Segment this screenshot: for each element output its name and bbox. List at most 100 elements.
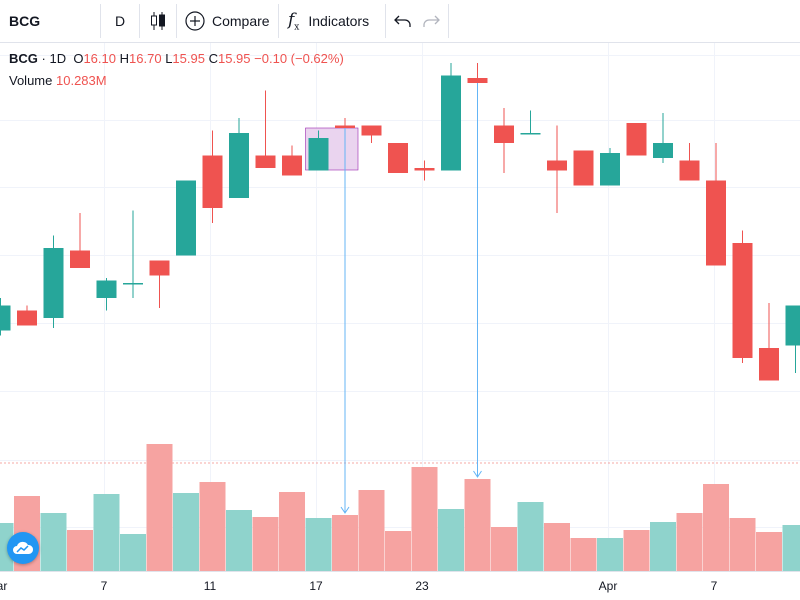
- volume-bar: [464, 479, 491, 571]
- candle-body: [176, 180, 196, 256]
- symbol-text: BCG: [9, 13, 41, 29]
- candle: [653, 113, 673, 163]
- candle: [17, 305, 37, 326]
- chart-type-button[interactable]: [140, 0, 176, 42]
- candle: [706, 143, 726, 266]
- volume-bar: [279, 492, 305, 571]
- compare-button[interactable]: Compare: [184, 0, 274, 42]
- candle: [414, 160, 435, 181]
- arrow: [473, 83, 482, 478]
- arrow-layer: [340, 83, 482, 514]
- candle-body: [732, 243, 753, 358]
- volume-label: Volume: [9, 73, 53, 88]
- candle: [520, 110, 541, 135]
- candle-body: [679, 160, 700, 181]
- candle-body: [361, 125, 382, 136]
- add-circle-icon: [185, 11, 205, 31]
- candle-body: [282, 155, 302, 176]
- change-value: −0.10 (−0.62%): [254, 51, 344, 66]
- volume-bar: [623, 530, 650, 571]
- close-value: 15.95: [217, 51, 251, 66]
- volume-bar: [332, 515, 358, 571]
- volume-bar: [67, 530, 93, 571]
- price-chart[interactable]: ar 7 11 17 23 Apr 7: [0, 43, 800, 600]
- candle: [43, 235, 64, 328]
- candle-body: [17, 310, 37, 326]
- top-toolbar: BCG D Compare fx Indicators: [0, 0, 800, 43]
- candle-body: [255, 155, 276, 168]
- volume-bar: [517, 502, 544, 571]
- candle-body: [388, 143, 408, 173]
- legend-symbol: BCG: [9, 51, 38, 66]
- logo-button[interactable]: [7, 532, 39, 564]
- candle: [308, 130, 329, 171]
- candle: [282, 145, 302, 176]
- candle: [255, 90, 276, 168]
- indicators-button[interactable]: fx Indicators: [288, 0, 388, 42]
- redo-icon: [423, 15, 440, 27]
- volume-bar: [544, 523, 570, 571]
- candle: [573, 150, 594, 186]
- candle-body: [467, 78, 488, 83]
- cloud-chart-icon: [13, 541, 34, 554]
- candle: [0, 298, 11, 336]
- time-axis-tick-label: 17: [309, 579, 323, 593]
- function-icon: fx: [288, 9, 300, 33]
- chart-grid: [0, 43, 800, 571]
- ohlc-row: BCG · 1D O16.10 H16.70 L15.95 C15.95 −0.…: [9, 51, 344, 73]
- candle-body: [335, 125, 355, 128]
- interval-button[interactable]: D: [101, 0, 139, 42]
- volume-bar: [385, 531, 411, 571]
- volume-bar: [491, 527, 517, 571]
- volume-bar: [782, 525, 800, 571]
- compare-label: Compare: [212, 13, 270, 29]
- high-value: 16.70: [129, 51, 162, 66]
- volume-bar: [120, 534, 146, 571]
- candle-body: [494, 125, 514, 143]
- time-axis-background: [0, 571, 800, 600]
- candle: [441, 63, 461, 171]
- candle-body: [123, 283, 143, 285]
- low-label: L: [165, 51, 173, 66]
- interval-text: D: [114, 13, 126, 29]
- volume-bar: [40, 513, 67, 571]
- volume-bar: [650, 522, 676, 571]
- candle-body: [96, 280, 117, 298]
- candle: [361, 125, 382, 143]
- volume-bar: [199, 482, 226, 571]
- volume-bar: [756, 532, 782, 571]
- candle-body: [70, 250, 90, 268]
- open-label: O: [73, 51, 84, 66]
- candle-body: [414, 168, 435, 171]
- candle-body: [785, 305, 800, 346]
- candle-body: [706, 180, 726, 266]
- undo-button[interactable]: [392, 0, 414, 42]
- candle: [96, 278, 117, 311]
- symbol-search-button[interactable]: BCG: [9, 0, 97, 42]
- volume-bar: [438, 509, 464, 571]
- time-axis-tick-label: ar: [0, 579, 7, 593]
- volume-bar: [252, 517, 279, 571]
- candle: [785, 305, 800, 373]
- volume-value: 10.283M: [56, 73, 107, 88]
- indicators-label: Indicators: [308, 13, 370, 29]
- undo-icon: [394, 15, 411, 27]
- candle: [229, 118, 249, 198]
- candle-body: [653, 143, 673, 158]
- candle-body: [759, 348, 779, 381]
- toolbar-divider: [385, 4, 386, 38]
- volume-bar: [597, 538, 623, 571]
- candle-body: [600, 153, 620, 186]
- candle: [149, 260, 170, 308]
- redo-button[interactable]: [420, 0, 442, 42]
- time-axis-tick-label: 7: [711, 579, 718, 593]
- time-axis-tick-label: 23: [415, 579, 429, 593]
- arrow: [340, 128, 350, 514]
- toolbar-divider: [278, 4, 279, 38]
- candle: [494, 108, 514, 173]
- volume-bar: [0, 523, 14, 571]
- candle-body: [229, 133, 249, 198]
- volume-bar: [93, 494, 120, 571]
- volume-bar: [146, 444, 173, 571]
- candle: [70, 213, 90, 268]
